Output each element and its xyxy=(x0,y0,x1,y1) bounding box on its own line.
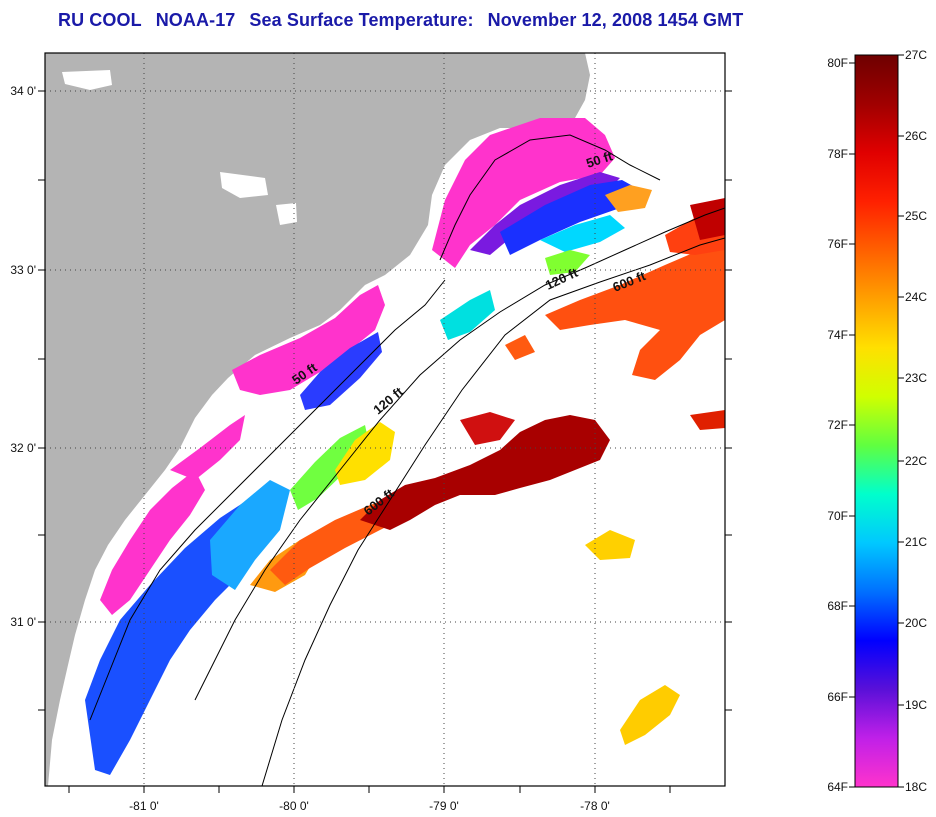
colorbar-c-label: 25C xyxy=(905,209,927,223)
colorbar-c-label: 20C xyxy=(905,616,927,630)
sst-patch-hot xyxy=(360,415,610,530)
sst-patch-cold xyxy=(232,285,385,395)
title-product: Sea Surface Temperature: xyxy=(249,10,474,30)
isobath-50ft xyxy=(439,134,661,261)
map-title: RU COOL NOAA-17 Sea Surface Temperature: No… xyxy=(58,10,743,31)
lat-label: 34 0' xyxy=(10,84,36,98)
sst-patch-hot xyxy=(460,412,515,445)
colorbar-c-label: 21C xyxy=(905,535,927,549)
lon-label: -80 0' xyxy=(279,799,309,813)
inland-patch xyxy=(220,172,268,198)
map-ticks xyxy=(38,90,732,793)
title-date: November 12, 2008 1454 GMT xyxy=(487,10,744,30)
sst-patch-warm xyxy=(505,335,535,360)
sst-patch-green xyxy=(290,425,370,510)
sst-patch-yellow xyxy=(585,530,635,560)
title-satellite: NOAA-17 xyxy=(155,10,236,30)
sst-patch-hot xyxy=(690,410,725,430)
colorbar-f-label: 64F xyxy=(827,780,848,794)
colorbar-c-label: 23C xyxy=(905,371,927,385)
sst-patch-cold xyxy=(100,470,205,615)
land-mass xyxy=(45,53,590,786)
sst-patch-cyan xyxy=(440,290,495,340)
lat-label: 33 0' xyxy=(10,263,36,277)
colorbar-c-label: 19C xyxy=(905,698,927,712)
colorbar-f-label: 78F xyxy=(827,147,848,161)
inland-patch xyxy=(276,203,297,225)
colorbar: 80F 78F 76F 74F 72F 70F 68F 66F 64F 27C … xyxy=(827,48,927,794)
sst-patch-warm xyxy=(545,245,725,380)
lat-label: 32 0' xyxy=(10,441,36,455)
colorbar-c-label: 22C xyxy=(905,454,927,468)
map-grid xyxy=(45,53,725,786)
colorbar-f-label: 72F xyxy=(827,418,848,432)
sst-patch-green xyxy=(545,250,590,275)
inland-patch xyxy=(62,70,112,90)
sst-patch-cold xyxy=(170,415,245,480)
colorbar-f-label: 66F xyxy=(827,690,848,704)
sst-patch-yellow xyxy=(620,685,680,745)
colorbar-f-label: 80F xyxy=(827,56,848,70)
map-frame xyxy=(44,52,726,787)
sst-patch-cold xyxy=(432,118,615,268)
lon-label: -81 0' xyxy=(129,799,159,813)
isobath-600ft xyxy=(261,237,725,786)
colorbar-c-label: 27C xyxy=(905,48,927,62)
sst-patch-yellow xyxy=(335,422,395,485)
colorbar-f-label: 76F xyxy=(827,237,848,251)
sst-patch-blue xyxy=(300,332,382,410)
title-org: RU COOL xyxy=(58,10,142,30)
colorbar-c-label: 24C xyxy=(905,290,927,304)
sst-patch-cyan xyxy=(540,215,625,252)
lon-label: -78 0' xyxy=(580,799,610,813)
colorbar-c-label: 26C xyxy=(905,129,927,143)
colorbar-f-label: 68F xyxy=(827,599,848,613)
isobath-120ft xyxy=(194,207,725,701)
colorbar-f-label: 70F xyxy=(827,509,848,523)
sst-patch-cyan xyxy=(210,480,290,590)
sst-patch-hot xyxy=(690,198,725,240)
colorbar-bar xyxy=(854,54,899,788)
sst-patch-blue xyxy=(500,180,640,255)
colorbar-f-label: 74F xyxy=(827,328,848,342)
isobath-50ft xyxy=(89,279,446,721)
colorbar-c-label: 18C xyxy=(905,780,927,794)
lon-label: -79 0' xyxy=(429,799,459,813)
sst-patch-orange xyxy=(605,185,652,212)
map-panel: 50 ft 50 ft 120 ft 120 ft 600 ft 600 ft xyxy=(45,53,725,786)
lat-label: 31 0' xyxy=(10,615,36,629)
colorbar-ticks xyxy=(849,54,904,788)
